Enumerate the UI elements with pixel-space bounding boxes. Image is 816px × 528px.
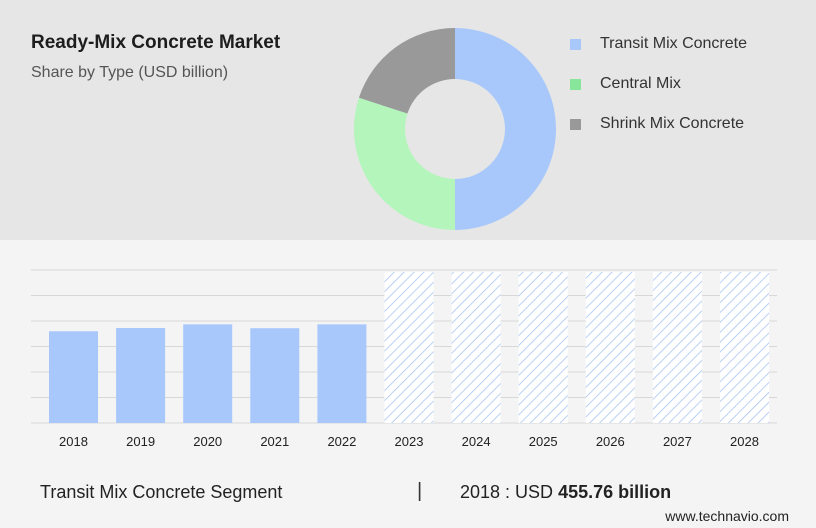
x-tick-label-2020: 2020 xyxy=(193,434,222,449)
legend-label-shrink: Shrink Mix Concrete xyxy=(600,115,745,132)
legend-swatch-shrink xyxy=(570,118,581,130)
legend-label-central: Central Mix xyxy=(600,75,681,92)
forecast-bar-2028 xyxy=(720,272,769,423)
footer-value-bold: 455.76 billion xyxy=(558,482,672,502)
legend-label-transit: Transit Mix Concrete xyxy=(600,35,747,52)
legend-swatch-transit xyxy=(570,38,581,50)
footer-separator: | xyxy=(417,480,423,502)
bar-2019 xyxy=(116,327,166,423)
bar-2020 xyxy=(183,324,233,423)
donut-slice-shrink-mix-concrete xyxy=(358,28,455,114)
footer-value-prefix: 2018 : USD xyxy=(460,482,554,502)
legend: Transit Mix Concrete Central Mix Shrink … xyxy=(570,34,747,154)
legend-swatch-central xyxy=(570,78,581,90)
donut-chart xyxy=(354,28,556,231)
donut-slice-central-mix xyxy=(354,97,455,231)
bar-2021 xyxy=(250,328,300,423)
x-tick-label-2018: 2018 xyxy=(59,434,88,449)
x-tick-label-2026: 2026 xyxy=(596,434,625,449)
forecast-bar-2027 xyxy=(652,272,702,423)
x-tick-label-2027: 2027 xyxy=(663,434,692,449)
x-tick-label-2019: 2019 xyxy=(126,434,155,449)
legend-item-transit: Transit Mix Concrete xyxy=(570,34,747,54)
x-tick-label-2021: 2021 xyxy=(260,434,289,449)
x-tick-label-2024: 2024 xyxy=(462,434,491,449)
forecast-bar-2026 xyxy=(585,272,635,423)
footer-value: 2018 : USD 455.76 billion xyxy=(460,482,671,503)
legend-item-shrink: Shrink Mix Concrete xyxy=(570,114,747,134)
forecast-bar-2025 xyxy=(518,272,568,423)
bar-2022 xyxy=(317,324,367,423)
x-tick-label-2025: 2025 xyxy=(529,434,558,449)
chart-title: Ready-Mix Concrete Market xyxy=(31,32,281,53)
footer-url: www.technavio.com xyxy=(665,508,789,524)
bar-chart: 2018 2019 2020 2021 2022 2023 2024 2025 2026 2027… xyxy=(31,269,777,449)
forecast-bar-2024 xyxy=(451,272,501,423)
x-tick-label-2023: 2023 xyxy=(395,434,424,449)
x-tick-label-2022: 2022 xyxy=(327,434,356,449)
footer-segment-label: Transit Mix Concrete Segment xyxy=(40,482,283,502)
donut-slice-transit-mix-concrete xyxy=(455,28,556,230)
bar-2018 xyxy=(49,331,98,423)
legend-item-central: Central Mix xyxy=(570,74,747,94)
chart-subtitle: Share by Type (USD billion) xyxy=(31,64,229,81)
x-tick-label-2028: 2028 xyxy=(730,434,759,449)
forecast-bar-2023 xyxy=(384,272,434,423)
